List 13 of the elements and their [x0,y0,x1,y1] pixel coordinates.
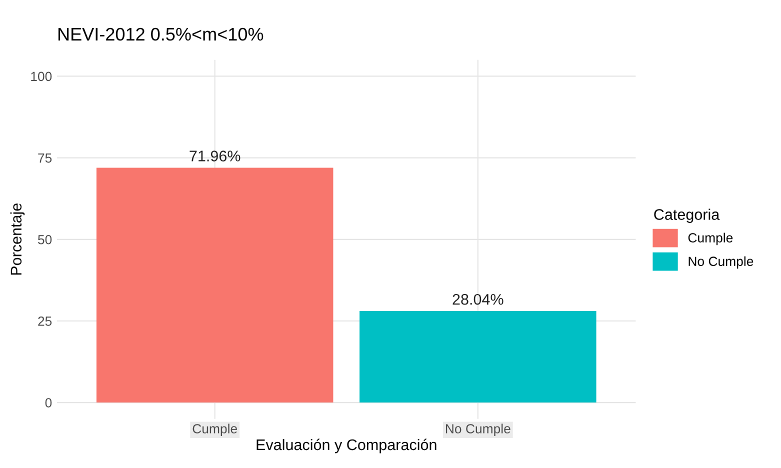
y-tick-label: 0 [45,398,52,408]
y-axis-title: Porcentaje [10,204,25,275]
y-tick-label: 75 [38,154,52,163]
y-tick-label: 25 [38,316,52,326]
text: 71.96% [190,150,240,162]
y-tick-label: 100 [31,72,52,82]
chart-title: NEVI-2012 0.5%<m<10% [58,28,264,41]
legend-title: Categoria [654,208,720,223]
y-tick-label: 50 [38,234,52,244]
text: 28.04% [452,294,504,305]
x-axis-title: Evaluación y Comparación [256,438,436,454]
legend-label: No Cumple [688,256,754,269]
legend-label: Cumple [688,232,733,246]
